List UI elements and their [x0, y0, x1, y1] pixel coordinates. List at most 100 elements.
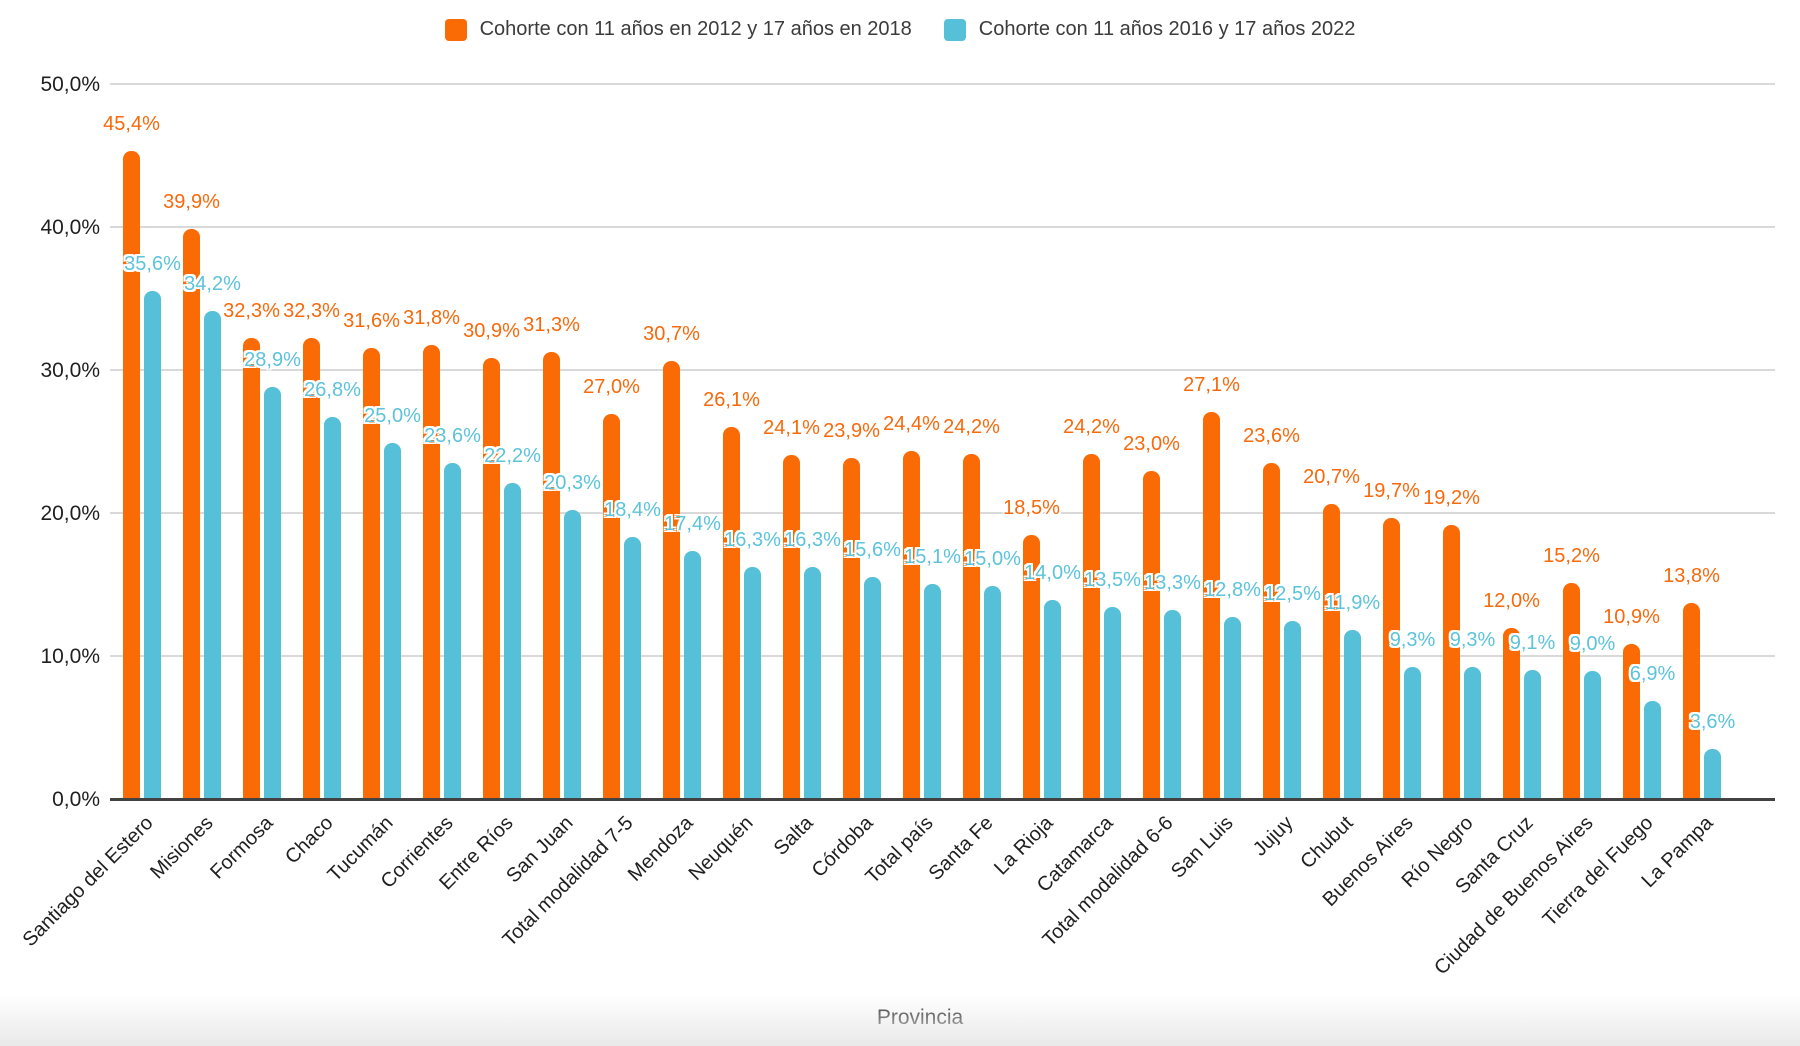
bar-cohorte-2012-2018: [1503, 628, 1520, 800]
x-axis-title: Provincia: [876, 1006, 964, 1029]
bar-value-label: 9,1%: [1509, 631, 1556, 654]
bar-cohorte-2012-2018: [963, 453, 980, 800]
x-axis-line: [110, 798, 1775, 801]
bar-cohorte-2016-2022: [624, 536, 641, 800]
bar-cohorte-2012-2018: [183, 229, 200, 800]
bar-value-label: 31,3%: [523, 314, 580, 337]
bar-cohorte-2012-2018: [1323, 504, 1340, 800]
bar-cohorte-2016-2022: [204, 310, 221, 800]
bar-value-label: 25,0%: [364, 404, 421, 427]
bar-value-label: 30,7%: [643, 323, 700, 345]
bar-cohorte-2012-2018: [1623, 644, 1640, 800]
bar-value-label: 18,5%: [1003, 497, 1060, 520]
bar-value-label: 12,0%: [1483, 590, 1540, 613]
chart-legend: Cohorte con 11 años en 2012 y 17 años en…: [0, 18, 1800, 41]
bar-value-label: 9,3%: [1389, 629, 1436, 652]
bar-cohorte-2012-2018: [543, 352, 560, 800]
bar-cohorte-2016-2022: [324, 416, 341, 800]
y-tick-label: 30,0%: [40, 359, 100, 382]
legend-swatch-cohorte-2012-2018: [444, 18, 467, 41]
bar-cohorte-2016-2022: [264, 386, 281, 800]
bar-cohorte-2012-2018: [1383, 518, 1400, 800]
gridline: [110, 369, 1775, 371]
bar-value-label: 19,7%: [1363, 480, 1420, 503]
y-tick-label: 0,0%: [52, 788, 100, 811]
bar-value-label: 15,1%: [904, 546, 961, 569]
bar-value-label: 16,3%: [724, 528, 781, 551]
bar-cohorte-2012-2018: [1443, 525, 1460, 800]
bar-value-label: 15,2%: [1543, 544, 1600, 567]
bar-cohorte-2016-2022: [144, 290, 161, 800]
bar-cohorte-2012-2018: [1083, 453, 1100, 800]
bar-value-label: 13,8%: [1663, 564, 1720, 587]
bar-value-label: 13,5%: [1084, 568, 1141, 591]
bar-cohorte-2016-2022: [1404, 667, 1421, 800]
bar-cohorte-2016-2022: [1104, 606, 1121, 800]
bar-cohorte-2012-2018: [243, 338, 260, 800]
bar-cohorte-2012-2018: [903, 451, 920, 800]
bar-value-label: 14,0%: [1024, 561, 1081, 584]
bar-cohorte-2012-2018: [483, 358, 500, 800]
bar-cohorte-2012-2018: [603, 413, 620, 800]
bar-cohorte-2016-2022: [444, 462, 461, 800]
y-tick-label: 10,0%: [40, 645, 100, 668]
legend-item-cohorte-2016-2022: Cohorte con 11 años 2016 y 17 años 2022: [943, 18, 1356, 41]
bar-cohorte-2016-2022: [804, 566, 821, 800]
bar-value-label: 45,4%: [103, 112, 160, 135]
bar-cohorte-2016-2022: [1704, 748, 1721, 800]
bar-cohorte-2016-2022: [924, 584, 941, 800]
bar-value-label: 6,9%: [1629, 663, 1676, 686]
bar-value-label: 24,4%: [883, 413, 940, 436]
bar-value-label: 23,0%: [1123, 433, 1180, 456]
legend-item-cohorte-2012-2018: Cohorte con 11 años en 2012 y 17 años en…: [444, 18, 912, 41]
bar-cohorte-2012-2018: [1023, 535, 1040, 800]
bar-value-label: 31,8%: [403, 307, 460, 330]
bar-cohorte-2012-2018: [123, 150, 140, 800]
bar-cohorte-2016-2022: [1464, 667, 1481, 800]
y-tick-label: 50,0%: [40, 73, 100, 96]
legend-swatch-cohorte-2016-2022: [943, 18, 966, 41]
gridline: [110, 512, 1775, 514]
bar-value-label: 9,0%: [1569, 633, 1616, 656]
bar-value-label: 26,1%: [703, 388, 760, 411]
bar-cohorte-2016-2022: [1584, 671, 1601, 800]
bar-value-label: 23,6%: [1243, 424, 1300, 447]
legend-label-cohorte-2016-2022: Cohorte con 11 años 2016 y 17 años 2022: [978, 18, 1356, 40]
gridline: [110, 226, 1775, 228]
bar-value-label: 15,0%: [964, 547, 1021, 570]
bar-cohorte-2016-2022: [564, 509, 581, 800]
bar-value-label: 13,3%: [1144, 571, 1201, 594]
bar-cohorte-2012-2018: [1683, 602, 1700, 800]
bar-value-label: 23,9%: [823, 420, 880, 443]
bar-value-label: 3,6%: [1689, 710, 1736, 733]
bar-value-label: 20,3%: [544, 471, 601, 494]
bar-value-label: 17,4%: [664, 513, 721, 536]
bar-value-label: 22,2%: [484, 444, 541, 467]
bar-value-label: 10,9%: [1603, 606, 1660, 629]
bar-cohorte-2012-2018: [663, 361, 680, 800]
bar-value-label: 32,3%: [283, 300, 340, 323]
gridline: [110, 83, 1775, 85]
bar-value-label: 12,5%: [1264, 583, 1321, 606]
bar-value-label: 34,2%: [184, 272, 241, 295]
bar-value-label: 39,9%: [163, 191, 220, 214]
bar-cohorte-2016-2022: [504, 482, 521, 800]
bar-value-label: 31,6%: [343, 310, 400, 333]
bar-value-label: 27,1%: [1183, 374, 1240, 397]
bar-cohorte-2012-2018: [843, 458, 860, 800]
bar-cohorte-2012-2018: [1563, 582, 1580, 800]
bar-value-label: 24,2%: [1063, 415, 1120, 438]
bar-cohorte-2016-2022: [384, 442, 401, 800]
bar-value-label: 15,6%: [844, 538, 901, 561]
bar-cohorte-2016-2022: [1044, 599, 1061, 800]
bar-cohorte-2016-2022: [864, 576, 881, 800]
bar-cohorte-2016-2022: [1164, 609, 1181, 800]
y-tick-label: 20,0%: [40, 502, 100, 525]
bar-value-label: 28,9%: [244, 348, 301, 371]
bar-value-label: 27,0%: [583, 375, 640, 398]
plot-area: 45,4% 35,6% 39,9% 34,2% 32,3% 28,9% 32,3% 26,8%…: [103, 83, 1775, 801]
bar-cohorte-2012-2018: [723, 426, 740, 800]
bar-value-label: 18,4%: [604, 498, 661, 521]
bar-cohorte-2012-2018: [363, 348, 380, 800]
